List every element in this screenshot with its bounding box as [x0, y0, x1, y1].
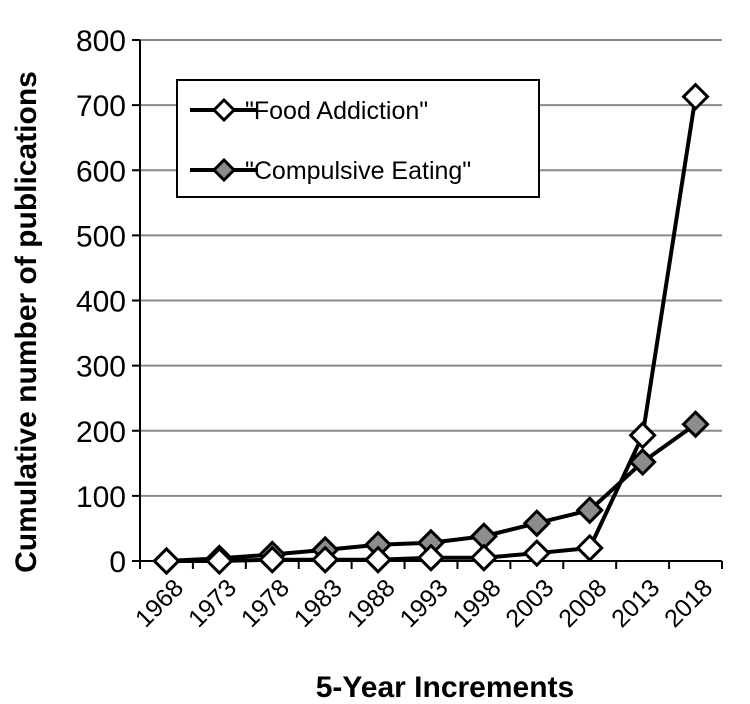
legend: "Food Addiction" "Compulsive Eating" [176, 79, 540, 198]
data-point-food-addiction [258, 545, 287, 574]
data-point-food-addiction [311, 545, 340, 574]
data-point-compulsive-eating [628, 447, 657, 477]
legend-label-compulsive-eating: "Compulsive Eating" [245, 157, 471, 185]
y-tick-label: 300 [76, 351, 126, 384]
legend-marker-food-addiction [211, 97, 237, 123]
data-point-food-addiction [522, 539, 551, 568]
x-tick-label: 2018 [659, 574, 718, 633]
x-axis-title: 5-Year Increments [316, 671, 574, 704]
data-point-food-addiction [681, 82, 710, 111]
x-tick-label: 1968 [130, 574, 189, 633]
y-tick-label: 500 [76, 220, 126, 253]
data-point-compulsive-eating [681, 410, 710, 439]
y-axis-title: Cumulative number of publications [10, 71, 43, 573]
y-tick-label: 400 [76, 286, 126, 319]
data-point-food-addiction [469, 543, 499, 572]
data-point-food-addiction [363, 545, 393, 574]
y-tick-labels: 0 100 200 300 400 500 600 700 800 [76, 25, 140, 579]
y-tick-label: 200 [76, 416, 126, 449]
series-layer [152, 82, 710, 576]
legend-marker-compulsive-eating [211, 157, 237, 183]
legend-box [176, 79, 540, 198]
x-tick-label: 1978 [236, 574, 295, 633]
legend-label-food-addiction: "Food Addiction" [245, 97, 428, 125]
data-point-compulsive-eating [522, 509, 551, 538]
data-point-food-addiction [575, 533, 604, 563]
y-tick-label: 100 [76, 481, 126, 514]
y-tick-label: 600 [76, 155, 126, 188]
data-point-food-addiction [152, 546, 181, 576]
x-tick-label: 2008 [553, 574, 612, 633]
x-tick-label: 2003 [500, 574, 559, 633]
data-point-food-addiction [628, 421, 657, 450]
x-tick-label: 2013 [606, 574, 665, 633]
y-tick-label: 700 [76, 90, 126, 123]
y-tick-label: 800 [76, 25, 126, 58]
x-tick-label: 1973 [183, 574, 242, 633]
data-point-food-addiction [205, 546, 234, 576]
y-tick-label: 0 [109, 546, 126, 579]
x-tick-label: 1993 [395, 574, 454, 633]
x-tick-label: 1983 [289, 574, 348, 633]
x-tick-label: 1998 [447, 574, 506, 633]
data-point-food-addiction [416, 543, 446, 572]
x-tick-label: 1988 [342, 574, 401, 633]
data-point-compulsive-eating [575, 496, 604, 525]
